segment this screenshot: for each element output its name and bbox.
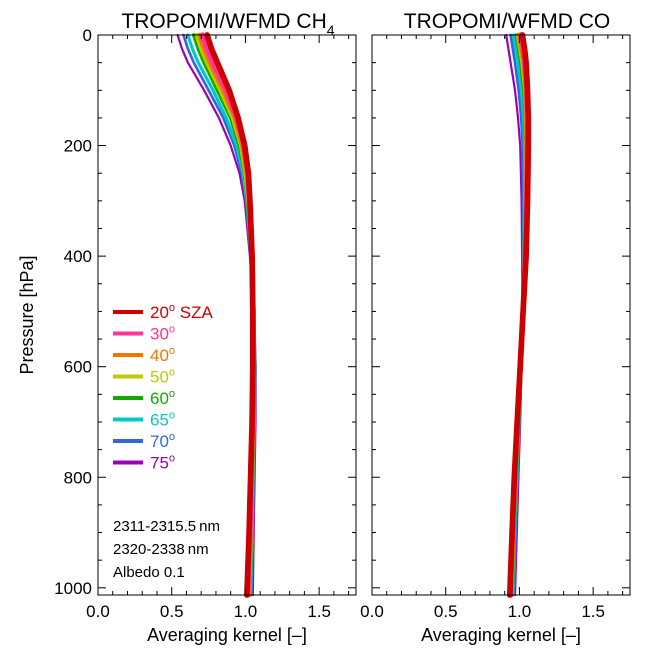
co-x-tick-label: 0.5 (434, 602, 458, 621)
legend-label: 75o (150, 453, 175, 473)
y-tick-label: 200 (64, 137, 92, 156)
co-series-line-1 (506, 32, 532, 598)
annotation-line-1: 2311-2315.5 nm (113, 518, 220, 535)
ch4-title-subscript: 4 (327, 22, 335, 38)
legend-label: 50o (150, 367, 175, 387)
ch4-x-tick-label: 1.0 (234, 602, 258, 621)
legend-label: 65o (150, 410, 175, 430)
co-title: TROPOMI/WFMD CO (404, 10, 610, 33)
legend-label: 40o (150, 345, 175, 365)
y-tick-label: 0 (83, 26, 92, 45)
annotation-line-2: 2320-2338 nm (113, 541, 209, 558)
ch4-x-tick-label: 0.0 (86, 602, 110, 621)
legend-label: 30o (150, 324, 175, 344)
co-plot-frame (371, 34, 631, 596)
ch4-title: TROPOMI/WFMD CH4 (121, 10, 334, 38)
co-ticks: 0.0 0.5 1.0 1.5 (360, 34, 630, 621)
y-axis-label: Pressure [hPa] (17, 255, 37, 374)
annotation-line-3: Albedo 0.1 (113, 564, 185, 581)
legend-label: 20o SZA (150, 302, 213, 322)
co-x-tick-label: 0.0 (360, 602, 384, 621)
legend-label: 70o (150, 431, 175, 451)
co-series-group (505, 32, 532, 598)
ch4-panel: TROPOMI/WFMD CH4 0.0 0.5 1.0 1.5 0 200 400 600 8… (17, 10, 357, 645)
ch4-ticks: 0.0 0.5 1.0 1.5 0 200 400 600 800 1000 (54, 26, 356, 621)
ch4-x-tick-label: 1.5 (307, 602, 331, 621)
ch4-plot-frame (97, 34, 357, 596)
y-tick-label: 600 (64, 358, 92, 377)
y-tick-label: 400 (64, 247, 92, 266)
ch4-x-axis-label: Averaging kernel [–] (147, 625, 307, 645)
y-tick-label: 800 (64, 468, 92, 487)
ch4-series-line-1 (204, 32, 256, 598)
ch4-series-group (176, 32, 257, 598)
co-x-axis-label: Averaging kernel [–] (421, 625, 581, 645)
co-panel: TROPOMI/WFMD CO 0.0 0.5 1.0 1.5 Averaging k… (360, 10, 631, 645)
y-tick-label: 1000 (54, 579, 92, 598)
legend-label: 60o (150, 388, 175, 408)
annotation-block: 2311-2315.5 nm 2320-2338 nm Albedo 0.1 (113, 518, 220, 581)
co-x-tick-label: 1.5 (581, 602, 605, 621)
co-x-tick-label: 1.0 (508, 602, 532, 621)
ch4-x-tick-label: 0.5 (160, 602, 184, 621)
